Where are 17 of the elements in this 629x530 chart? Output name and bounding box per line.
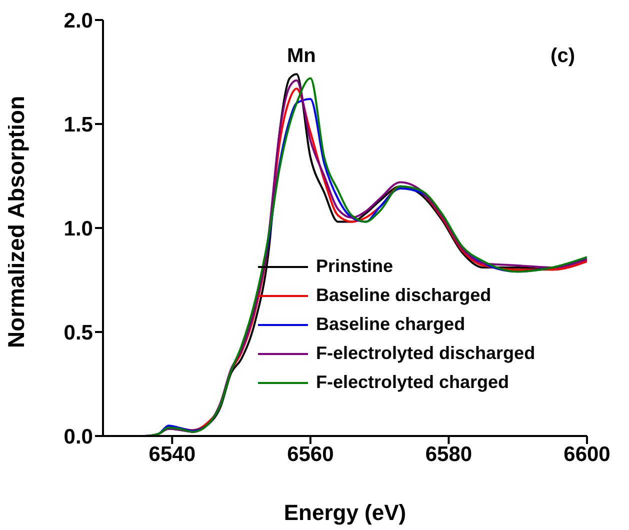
legend-label: Baseline charged: [316, 314, 466, 335]
y-tick-label: 0.0: [64, 425, 93, 448]
legend-label: Baseline discharged: [316, 285, 492, 306]
annotation: Mn: [286, 45, 316, 67]
x-tick-label: 6560: [287, 442, 334, 466]
x-tick-label: 6540: [148, 442, 196, 466]
legend-label: Prinstine: [316, 256, 394, 277]
x-tick-label: 6600: [564, 442, 610, 466]
y-tick-label: 2.0: [64, 9, 93, 32]
y-tick-label: 1.5: [64, 113, 94, 136]
y-tick-label: 0.5: [64, 321, 94, 344]
x-axis-title: Energy (eV): [284, 500, 406, 525]
legend-label: F-electrolyted discharged: [316, 343, 536, 364]
x-tick-label: 6580: [425, 442, 472, 466]
legend-label: F-electrolyted charged: [316, 372, 510, 393]
y-tick-label: 1.0: [64, 217, 93, 240]
annotation: (c): [550, 45, 575, 67]
